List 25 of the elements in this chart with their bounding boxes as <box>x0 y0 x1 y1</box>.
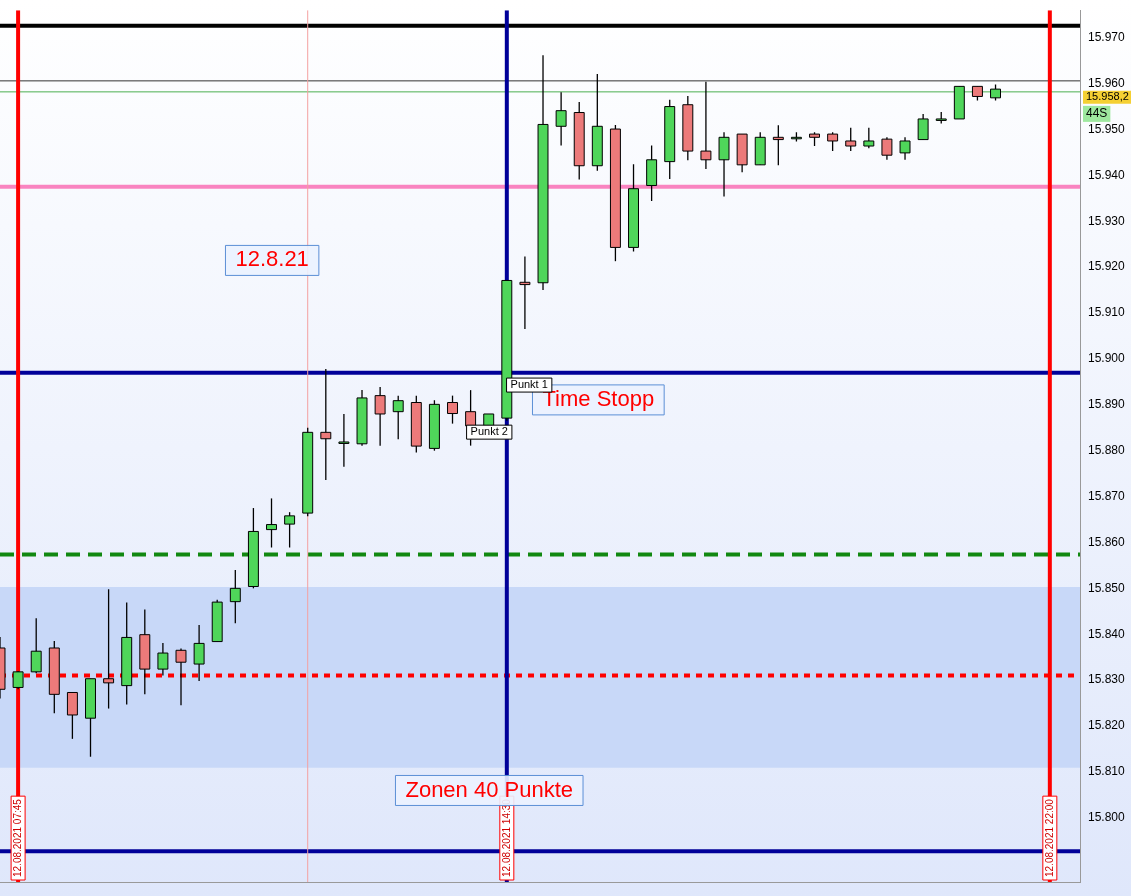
candlestick <box>447 394 458 425</box>
y-tick-label: 15.930 <box>1088 213 1126 228</box>
y-tick-label: 15.970 <box>1088 30 1126 45</box>
y-tick-label: 15.850 <box>1088 580 1126 595</box>
y-tick-label: 15.880 <box>1088 443 1126 457</box>
x-tick-label: 12.08.2021 22:00 <box>1043 798 1055 877</box>
text: 44S <box>1086 106 1108 121</box>
y-tick-label: 15.820 <box>1088 718 1126 733</box>
y-tick-label: 15.830 <box>1088 672 1126 687</box>
y-tick-label: 15.900 <box>1088 351 1126 366</box>
y-tick-label: 15.920 <box>1088 259 1126 274</box>
y-tick-label: 15.940 <box>1088 167 1126 182</box>
x-tick-label: 12.08.2021 07:45 <box>11 798 23 877</box>
y-tick-label: 15.810 <box>1088 764 1126 779</box>
y-tick-label: 15.960 <box>1088 75 1126 90</box>
y-tick-label: 15.860 <box>1088 534 1126 549</box>
annotation: 12.8.21 <box>235 246 309 272</box>
annotation: Punkt 2 <box>470 425 508 438</box>
y-tick-label: 15.840 <box>1088 626 1126 641</box>
ref-line-label: 15.958,2 <box>1086 90 1129 103</box>
y-tick-label: 15.910 <box>1088 305 1126 320</box>
y-tick-label: 15.800 <box>1088 810 1126 825</box>
y-tick-label: 15.890 <box>1088 397 1126 412</box>
y-tick-label: 15.870 <box>1088 488 1126 503</box>
y-tick-label: 15.950 <box>1088 121 1126 136</box>
